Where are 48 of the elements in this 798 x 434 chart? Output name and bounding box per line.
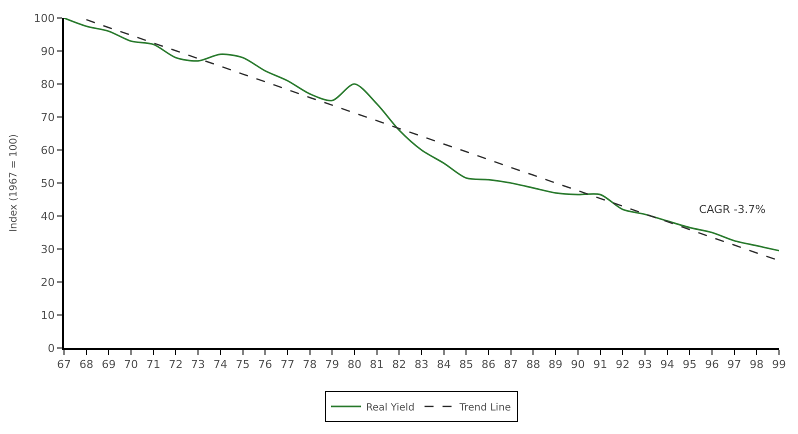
x-tick-label: 75: [236, 358, 250, 372]
x-tick-label: 74: [213, 358, 228, 372]
x-tick-label: 98: [750, 358, 764, 372]
y-tick-label: 70: [40, 110, 55, 124]
x-tick-label: 89: [548, 358, 563, 372]
x-tick-label: 82: [392, 358, 406, 372]
y-tick-label: 100: [34, 12, 55, 25]
y-tick-label: 20: [40, 276, 55, 289]
y-tick-label: 40: [40, 210, 55, 223]
x-tick-label: 76: [258, 358, 272, 372]
x-tick-label: 73: [191, 358, 206, 372]
x-tick-label: 94: [660, 358, 674, 372]
x-tick-label: 67: [57, 358, 71, 372]
x-tick-label: 81: [370, 358, 384, 372]
x-tick-label: 96: [704, 358, 719, 372]
y-tick-label: 80: [40, 78, 55, 91]
x-tick-label: 79: [325, 358, 340, 372]
x-tick-label: 97: [727, 358, 742, 372]
x-tick-label: 68: [79, 358, 94, 372]
x-tick-label: 93: [638, 358, 652, 372]
annotation: CAGR -3.7%: [699, 203, 766, 216]
y-axis-title: Index (1967 = 100): [8, 134, 20, 232]
y-tick-label: 30: [40, 242, 55, 256]
x-tick-label: 92: [616, 358, 630, 372]
x-tick-label: 77: [280, 358, 294, 372]
x-tick-label: 91: [593, 358, 608, 372]
x-tick-label: 85: [459, 358, 474, 372]
x-tick-label: 69: [102, 358, 116, 372]
x-tick-label: 78: [302, 358, 317, 372]
x-tick-label: 87: [504, 358, 518, 372]
x-tick-label: 70: [124, 358, 138, 372]
y-tick-label: 0: [48, 342, 55, 355]
y-tick-label: 90: [40, 44, 55, 58]
x-tick-label: 71: [146, 358, 160, 372]
x-tick-label: 88: [526, 358, 540, 372]
x-tick-label: 86: [482, 358, 496, 372]
y-tick-label: 60: [40, 144, 55, 157]
y-tick-label: 10: [40, 308, 55, 322]
x-tick-label: 90: [570, 358, 585, 372]
legend-label: Real Yield: [366, 402, 415, 414]
x-tick-label: 83: [414, 358, 428, 372]
x-tick-label: 84: [436, 358, 451, 372]
x-tick-label: 99: [772, 358, 786, 372]
legend-label: Trend Line: [458, 402, 511, 414]
x-tick-label: 80: [347, 358, 362, 372]
x-tick-label: 72: [168, 358, 183, 372]
y-tick-label: 50: [40, 176, 55, 190]
x-tick-label: 95: [682, 358, 697, 372]
